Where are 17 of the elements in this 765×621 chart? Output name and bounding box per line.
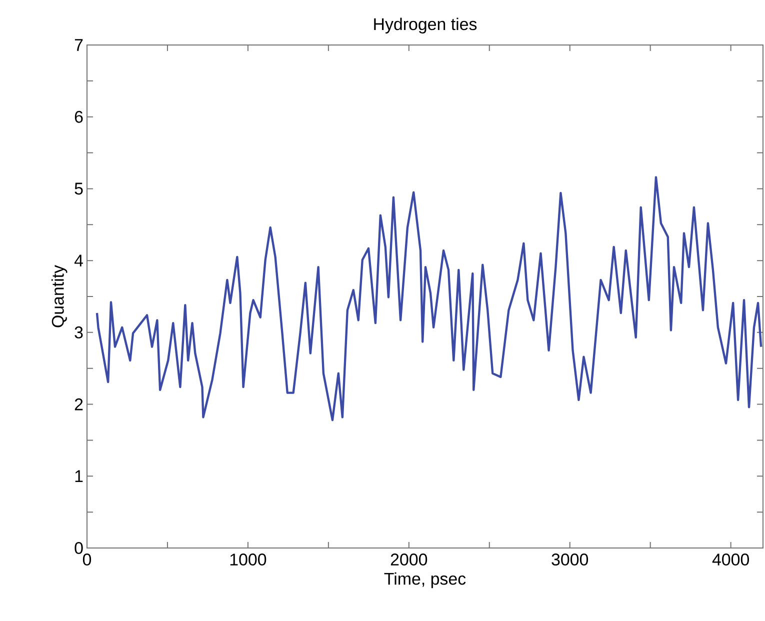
y-tick-label: 2 bbox=[74, 398, 83, 410]
y-tick-label: 5 bbox=[74, 182, 83, 195]
x-tick-label: 1000 bbox=[230, 554, 266, 566]
x-axis-title: Time, psec bbox=[384, 572, 466, 588]
y-tick-label: 0 bbox=[74, 542, 83, 554]
y-tick-label: 6 bbox=[74, 110, 83, 123]
line-series bbox=[96, 176, 762, 422]
y-tick-label: 3 bbox=[74, 326, 83, 338]
chart-title: Hydrogen ties bbox=[374, 18, 477, 34]
x-tick-label: 3000 bbox=[552, 554, 588, 566]
x-tick-label: 0 bbox=[82, 554, 92, 566]
x-tick-label: 4000 bbox=[712, 554, 749, 566]
y-tick-label: 1 bbox=[75, 470, 83, 482]
y-tick-label: 4 bbox=[74, 254, 83, 266]
x-tick-label: 2000 bbox=[390, 554, 428, 566]
y-axis-title: Quantity bbox=[51, 264, 68, 328]
y-tick-label: 7 bbox=[74, 39, 83, 51]
